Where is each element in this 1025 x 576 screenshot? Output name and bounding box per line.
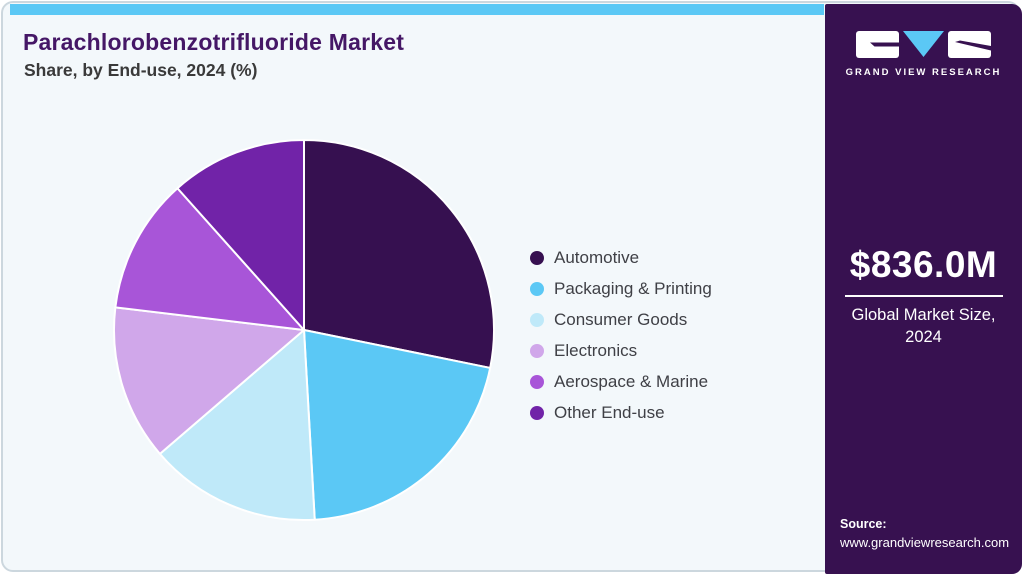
legend-item-packaging-printing: Packaging & Printing (530, 273, 712, 304)
top-accent-bar (10, 4, 824, 15)
legend-label-other-end-use: Other End-use (554, 402, 665, 422)
logo-text: GRAND VIEW RESEARCH (845, 67, 1002, 78)
legend-dot-consumer-goods (530, 312, 544, 327)
source-label: Source: (840, 517, 887, 531)
source-block: Source: www.grandviewresearch.com (840, 517, 1009, 550)
market-size-label-line2: 2024 (905, 328, 942, 346)
gvr-logo: GRAND VIEW RESEARCH (825, 31, 1022, 78)
legend-dot-aerospace-marine (530, 374, 544, 389)
market-size-value: $836.0M (849, 244, 998, 285)
legend-item-other-end-use: Other End-use (530, 397, 712, 428)
legend-dot-automotive (530, 250, 544, 265)
legend-dot-packaging-printing (530, 281, 544, 296)
page-title: Parachlorobenzotrifluoride Market (23, 29, 405, 55)
logo-g-icon (856, 31, 899, 58)
chart-legend: Automotive Packaging & Printing Consumer G… (530, 242, 712, 428)
legend-item-electronics: Electronics (530, 335, 712, 366)
market-size-label-line1: Global Market Size, (851, 306, 996, 324)
pie-slice-automotive (303, 139, 495, 369)
legend-item-automotive: Automotive (530, 242, 712, 273)
pie-slice-aerospace-marine (114, 187, 305, 331)
pie-slice-other-end-use (176, 139, 305, 331)
source-url[interactable]: www.grandviewresearch.com (840, 535, 1010, 550)
legend-dot-other-end-use (530, 405, 544, 420)
legend-label-packaging-printing: Packaging & Printing (554, 278, 712, 298)
logo-v-icon (903, 31, 944, 57)
legend-label-automotive: Automotive (554, 247, 640, 267)
legend-item-aerospace-marine: Aerospace & Marine (530, 366, 712, 397)
sidebar: GRAND VIEW RESEARCH $836.0M Global Marke… (825, 4, 1022, 574)
legend-label-electronics: Electronics (554, 340, 638, 360)
pie-slice-electronics (112, 306, 305, 455)
legend-item-consumer-goods: Consumer Goods (530, 304, 712, 335)
market-size-label: Global Market Size, 2024 (825, 304, 1022, 348)
legend-label-aerospace-marine: Aerospace & Marine (554, 371, 709, 391)
page-subtitle: Share, by End-use, 2024 (%) (24, 60, 258, 80)
legend-label-consumer-goods: Consumer Goods (554, 309, 688, 329)
logo-r-icon (948, 31, 991, 58)
pie-slice-packaging-printing (303, 329, 492, 521)
legend-dot-electronics (530, 343, 544, 358)
pie-chart (112, 139, 495, 522)
logo-shapes (856, 31, 991, 58)
market-size-divider (844, 295, 1003, 297)
pie-slice-consumer-goods (158, 329, 316, 522)
market-size-block: $836.0M Global Market Size, 2024 (825, 244, 1022, 348)
